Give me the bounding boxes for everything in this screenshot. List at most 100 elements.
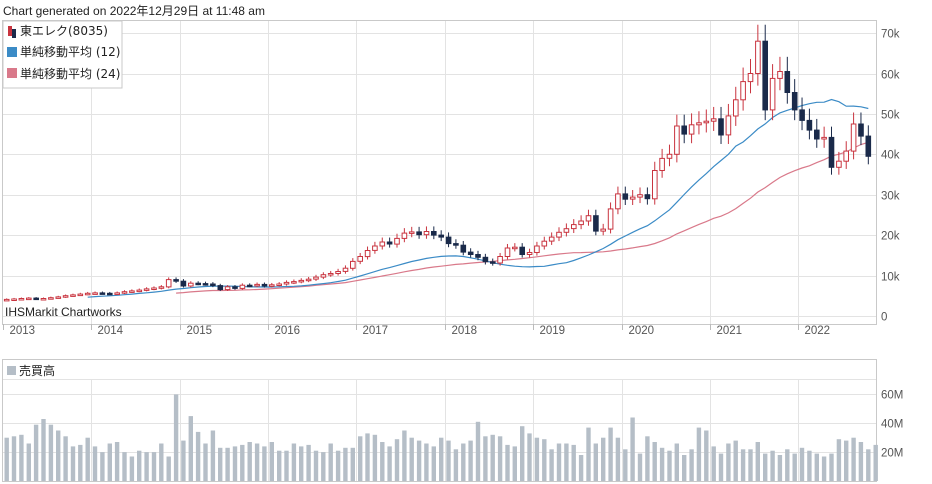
candle-body [725,115,732,136]
candle [467,248,474,258]
candle [195,281,201,286]
candle [607,202,614,234]
candle-body [40,298,47,301]
candle-body [622,193,629,200]
candle-body [431,231,437,236]
volume-bar [851,437,856,481]
candle-body [173,279,179,282]
candle-body [99,292,106,295]
candle [423,226,430,239]
volume-bar [78,444,83,481]
candle [681,114,688,144]
candle [710,106,717,131]
candle-body [814,129,820,140]
candle [548,232,555,245]
volume-bar [659,447,665,481]
volume-bar [689,449,694,481]
volume-bar [453,449,459,481]
candle-body [165,279,172,288]
x-tick-label: 2018 [452,325,478,337]
candle [121,290,128,295]
price-y-tick-label: 40k [881,150,900,162]
ma24-series [176,141,869,294]
candle [563,223,570,237]
candle [408,226,415,238]
candle [350,258,356,271]
candle-body [408,231,415,234]
candle-body [784,71,791,93]
candle [769,64,776,121]
price-y-tick-label: 30k [881,191,900,203]
candle [143,287,150,292]
volume-bar [137,450,142,481]
candle-body [320,274,327,278]
volume-bar [682,455,687,481]
candle [151,286,157,291]
volume-bar [409,437,414,481]
candle [276,282,282,287]
candle [202,281,209,286]
candle-body [48,297,54,300]
candle [571,219,577,234]
volume-bar [475,421,481,481]
candle [490,258,496,266]
candle [585,209,592,226]
candle [600,223,607,236]
candle [615,186,621,215]
candle-body [232,286,238,289]
candle-body [843,150,850,162]
volume-bar [254,443,260,481]
candle [475,250,481,261]
x-tick-label: 2015 [187,325,213,337]
candle-body [629,196,636,200]
candle-body [55,296,62,299]
candle [799,97,805,131]
candle-body [769,77,776,111]
candle [224,285,231,291]
volume-bar [350,447,355,481]
candle [386,237,393,248]
candle-body [438,234,444,238]
candle [733,86,739,126]
candle-body [504,247,511,257]
candle-body [3,298,10,302]
volume-bar [19,434,24,481]
candle [541,236,548,250]
candle-body [239,284,246,289]
candle-body [600,228,607,232]
candle [62,294,69,298]
volume-bar [151,452,157,481]
volume-bar [726,443,731,481]
candle-body [291,281,297,284]
candle-body [733,99,739,117]
volume-bar [85,437,90,481]
x-tick-label: 2022 [805,325,831,337]
volume-bar [593,443,598,481]
candle [784,56,791,104]
candle [40,297,47,301]
candle [327,270,334,277]
candle-body [696,122,702,126]
candle-body [210,283,216,287]
candle [77,292,84,297]
candle-body [490,261,496,264]
volume-bar [424,443,429,481]
candle-body [180,280,187,287]
volume-bar [549,449,554,481]
candle [814,118,820,148]
volume-bar [645,436,650,481]
volume-bar [269,442,274,481]
volume-bar [711,446,716,481]
candle-body [497,256,503,264]
candle-body [121,291,128,294]
candle-body [313,276,319,280]
candle-body [755,40,761,74]
candle-body [453,243,459,246]
volume-bar [70,446,76,481]
x-tick-label: 2014 [98,325,124,337]
volume-bar [114,442,120,481]
candle-body [681,125,688,135]
volume-bar [718,453,724,481]
volume-bar [623,449,628,481]
volume-bar [56,430,61,481]
